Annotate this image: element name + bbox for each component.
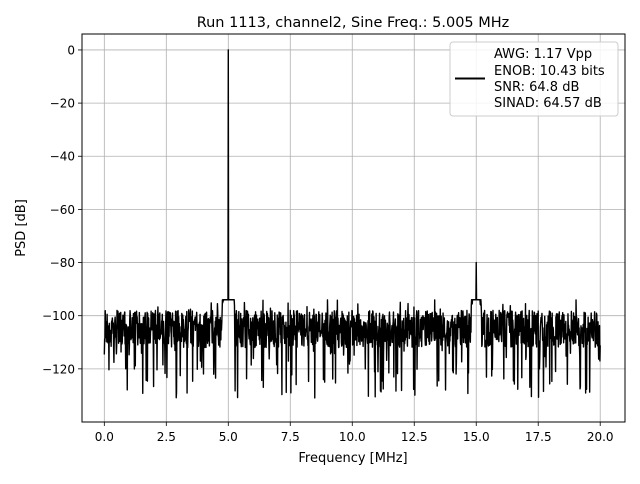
x-tick-label: 7.5 [281,430,300,444]
y-tick-label: −120 [42,362,75,376]
y-tick-label: −40 [50,150,75,164]
legend-text-awg: AWG: 1.17 Vpp [494,47,592,62]
x-tick-label: 15.0 [463,430,490,444]
legend-text-sinad: SINAD: 64.57 dB [494,96,602,111]
psd-series [103,49,601,399]
y-tick-label: −60 [50,203,75,217]
legend: AWG: 1.17 Vpp ENOB: 10.43 bits SNR: 64.8… [449,41,619,117]
y-axis-label: PSD [dB] [14,199,29,257]
psd-line [103,49,601,399]
chart-title: Run 1113, channel2, Sine Freq.: 5.005 MH… [197,15,510,31]
legend-box [449,41,619,117]
y-tick-label: 0 [67,43,75,57]
y-tick-label: −20 [50,97,75,111]
x-tick-label: 20.0 [587,430,614,444]
x-tick-label: 5.0 [219,430,238,444]
legend-text-enob: ENOB: 10.43 bits [494,64,605,79]
legend-text-snr: SNR: 64.8 dB [494,80,579,95]
x-tick-label: 17.5 [525,430,552,444]
x-tick-label: 0.0 [95,430,114,444]
x-axis-label: Frequency [MHz] [298,451,407,466]
y-axis-ticks: 0 −20 −40 −60 −80 −100 −120 [42,43,82,376]
y-tick-label: −100 [42,309,75,323]
x-axis-ticks: 0.0 2.5 5.0 7.5 10.0 12.5 15.0 17.5 20.0 [95,422,614,444]
x-tick-label: 2.5 [157,430,176,444]
plot-frame [81,33,626,423]
x-tick-label: 12.5 [401,430,428,444]
y-tick-label: −80 [50,256,75,270]
x-tick-label: 10.0 [339,430,366,444]
